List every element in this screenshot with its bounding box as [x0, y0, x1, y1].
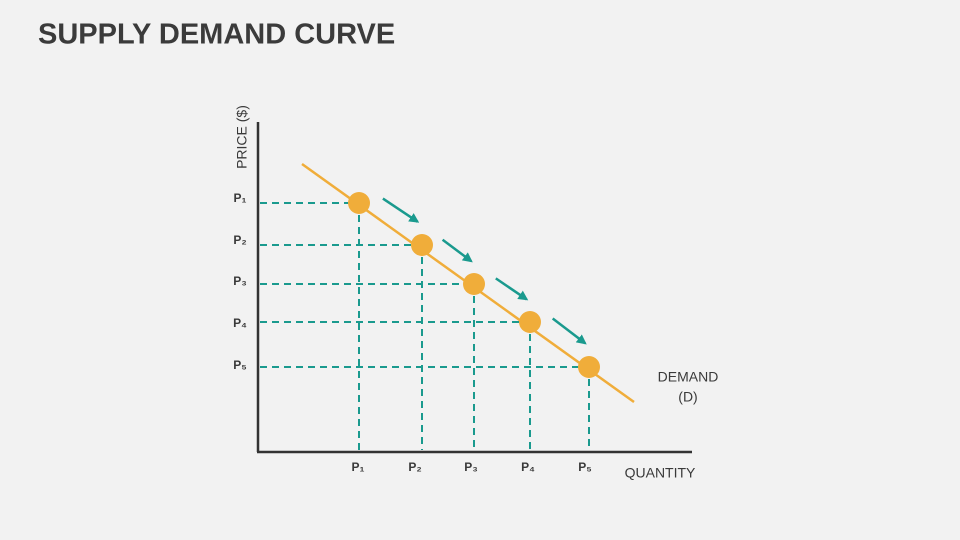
point: [519, 311, 541, 333]
x-label: P₄: [521, 460, 535, 474]
arrow: [551, 317, 587, 345]
labels: P₁ P₁ P₂ P₂ P₃ P₃ P₄ P₄ P₅ P₅: [233, 191, 592, 474]
x-label: P₃: [464, 460, 478, 474]
curve-label: DEMAND: [658, 369, 719, 385]
point: [463, 273, 485, 295]
y-axis-label: PRICE ($): [234, 105, 250, 169]
arrow: [495, 277, 529, 301]
y-label: P₄: [233, 316, 247, 330]
guides: [260, 202, 590, 450]
x-axis-label: QUANTITY: [625, 465, 696, 481]
y-label: P₂: [233, 233, 246, 247]
point: [348, 192, 370, 214]
x-label: P₅: [578, 460, 592, 474]
points: [348, 192, 600, 378]
point: [411, 234, 433, 256]
arrow: [382, 197, 420, 223]
y-label: P₁: [234, 191, 247, 205]
point: [578, 356, 600, 378]
y-label: P₅: [233, 358, 247, 372]
curve-label: (D): [678, 389, 697, 405]
x-label: P₁: [352, 460, 365, 474]
y-label: P₃: [233, 274, 247, 288]
title: SUPPLY DEMAND CURVE: [38, 19, 395, 51]
x-label: P₂: [408, 460, 421, 474]
arrow: [441, 238, 473, 263]
